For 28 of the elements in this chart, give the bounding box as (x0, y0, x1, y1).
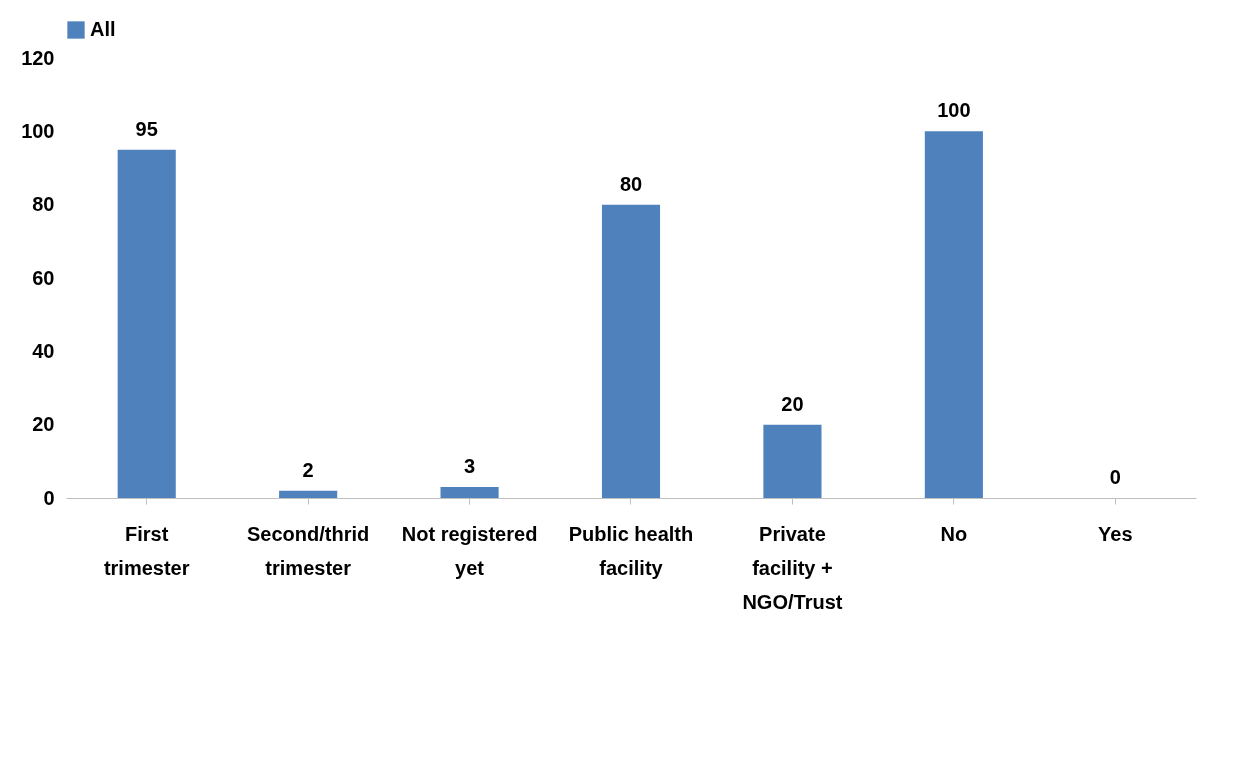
data-label: 100 (937, 99, 971, 122)
data-label: 20 (781, 392, 804, 415)
bar (440, 487, 499, 498)
data-label: 2 (302, 458, 314, 481)
data-label: 3 (464, 455, 476, 477)
y-tick-label: 60 (32, 266, 55, 289)
bar (763, 424, 822, 498)
bar (117, 149, 176, 498)
x-tick-label: No (940, 522, 968, 545)
y-tick-label: 120 (21, 46, 55, 69)
y-tick-label: 20 (32, 413, 55, 436)
y-tick-label: 40 (32, 339, 55, 362)
data-label: 80 (619, 172, 643, 195)
x-tick-label: Public health facility (568, 522, 694, 579)
data-label: 0 (1109, 466, 1121, 488)
y-tick-label: 0 (43, 486, 55, 509)
legend-label: All (90, 18, 116, 40)
x-tick-label: Yes (1098, 522, 1133, 545)
bar (601, 204, 661, 498)
x-tick-label: Second/thrid trimester (247, 522, 370, 579)
bar (924, 131, 983, 498)
bar (279, 490, 338, 498)
x-tick-label: First trimester (103, 522, 190, 579)
x-tick-label: Private facility + NGO/Trust (742, 522, 843, 613)
data-label: 95 (135, 117, 158, 140)
y-tick-label: 80 (32, 193, 55, 216)
y-tick-label: 100 (21, 119, 55, 142)
x-tick-label: Not registered yet (401, 522, 538, 579)
